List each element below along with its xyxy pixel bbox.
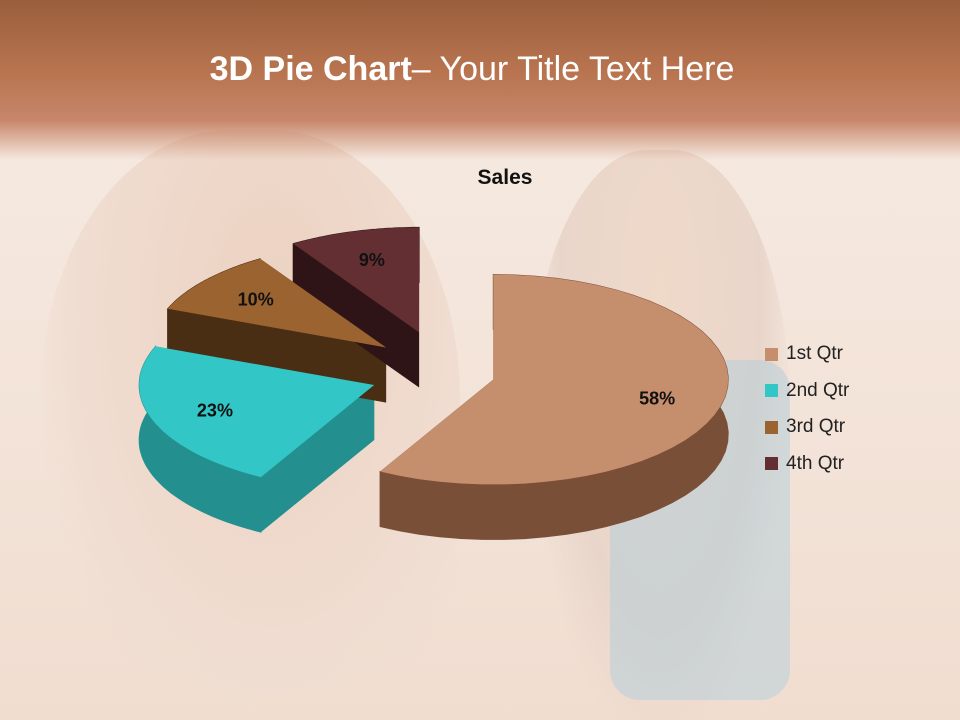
legend-label: 4th Qtr <box>786 452 845 474</box>
legend-label: 3rd Qtr <box>786 416 846 438</box>
title-bold: 3D Pie Chart <box>209 50 412 88</box>
slice-top-1 <box>380 274 729 485</box>
chart-title: Sales <box>477 166 533 189</box>
legend-item-3rd-qtr: 3rd Qtr <box>765 409 849 446</box>
legend-swatch <box>765 457 778 471</box>
slide-title: 3D Pie Chart– Your Title Text Here <box>0 50 944 89</box>
slice-top-3 <box>167 258 387 348</box>
legend-item-2nd-qtr: 2nd Qtr <box>765 373 849 410</box>
data-label-2: 23% <box>197 401 233 421</box>
data-label-1: 58% <box>639 388 675 408</box>
slice-top-2 <box>139 346 375 478</box>
data-label-3: 10% <box>238 289 274 309</box>
data-label-4: 9% <box>359 250 385 270</box>
title-bar <box>0 0 960 160</box>
legend: 1st Qtr 2nd Qtr 3rd Qtr 4th Qtr <box>765 336 849 482</box>
legend-swatch <box>765 384 778 398</box>
legend-swatch <box>765 420 778 434</box>
slice-top-4 <box>293 227 420 333</box>
legend-item-4th-qtr: 4th Qtr <box>765 446 849 483</box>
legend-swatch <box>765 347 778 361</box>
legend-item-1st-qtr: 1st Qtr <box>765 336 849 373</box>
legend-label: 2nd Qtr <box>786 379 850 401</box>
title-rest: – Your Title Text Here <box>411 50 735 88</box>
legend-label: 1st Qtr <box>786 343 844 365</box>
